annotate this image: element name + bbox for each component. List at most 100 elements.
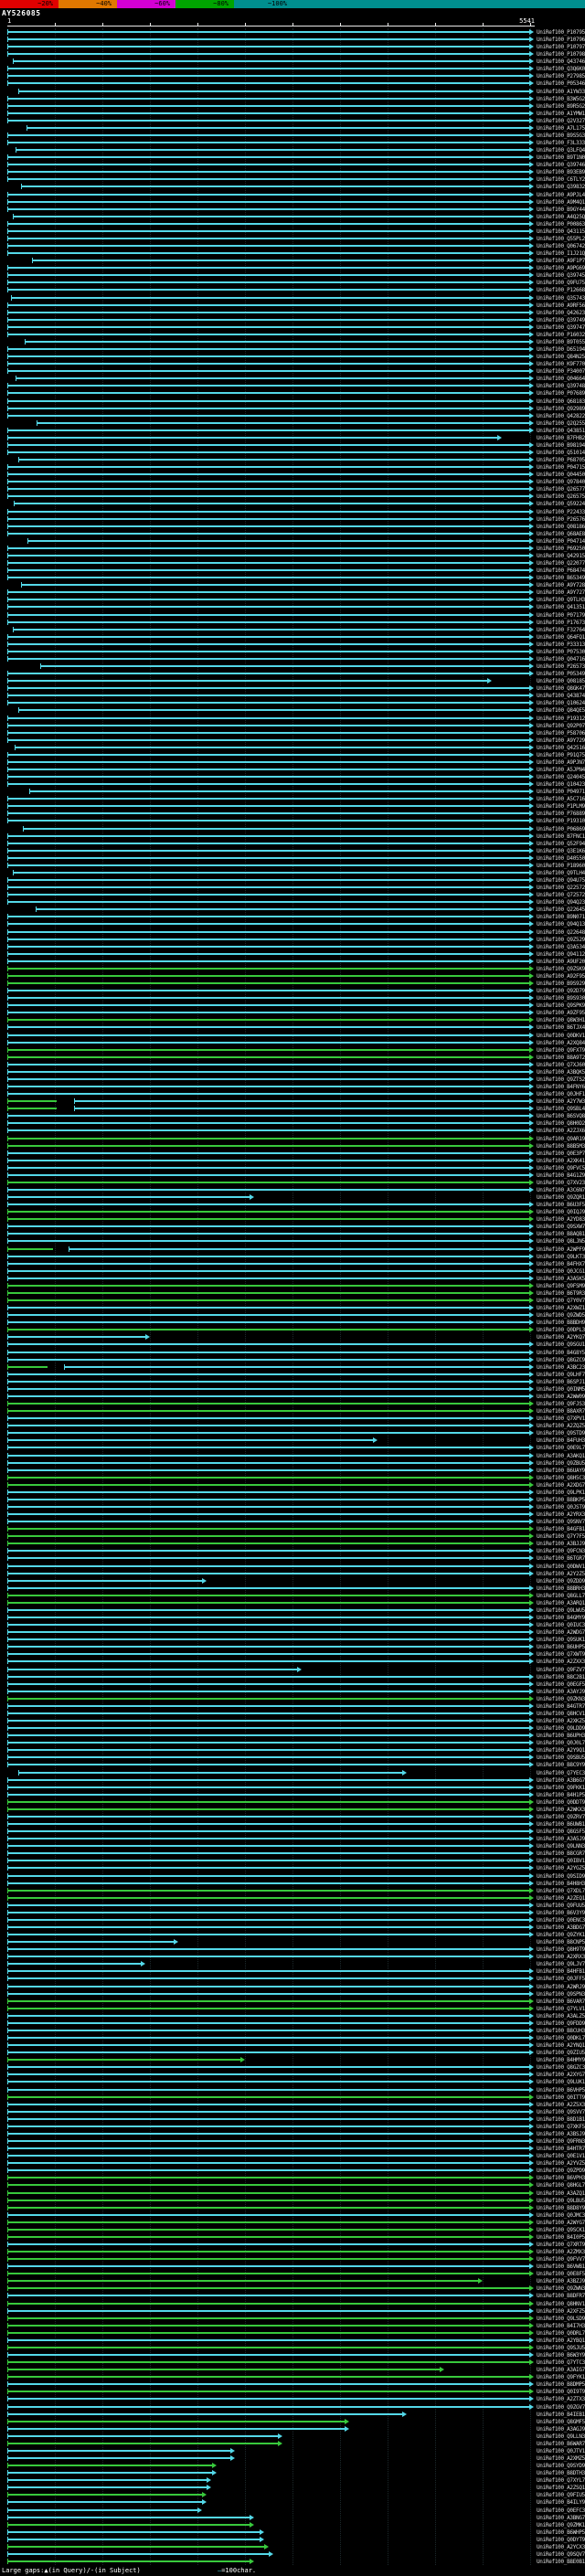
alignment-row[interactable]: UniRef100_A2XYG7	[0, 2071, 585, 2078]
hit-bar-segment[interactable]	[7, 1365, 48, 1368]
hit-label[interactable]: UniRef100_Q8H0D2	[537, 1120, 585, 1128]
hit-bar-segment[interactable]	[7, 952, 529, 955]
hit-label[interactable]: UniRef100_Q92P07	[537, 722, 585, 729]
hit-label[interactable]: UniRef100_P58706	[537, 729, 585, 737]
alignment-row[interactable]: UniRef100_Q39746	[0, 161, 585, 168]
hit-label[interactable]: UniRef100_A1YW33	[537, 88, 585, 95]
alignment-row[interactable]: UniRef100_A3ARQ1	[0, 1599, 585, 1606]
alignment-row[interactable]: UniRef100_A2ZJX6	[0, 1127, 585, 1134]
hit-label[interactable]: UniRef100_Q51014	[537, 449, 585, 456]
hit-label[interactable]: UniRef100_Q8W3H1	[537, 1017, 585, 1024]
hit-label[interactable]: UniRef100_Q7YTC3	[537, 2359, 585, 2367]
hit-label[interactable]: UniRef100_Q08186	[537, 523, 585, 530]
hit-bar-segment[interactable]	[7, 2501, 203, 2504]
hit-label[interactable]: UniRef100_A3A5J9	[537, 1836, 585, 1843]
hit-label[interactable]: UniRef100_A3ALZ5	[537, 2012, 585, 2019]
alignment-row[interactable]: UniRef100_B8D8Y9	[0, 2204, 585, 2211]
hit-bar-segment[interactable]	[7, 1218, 529, 1221]
hit-bar-segment[interactable]	[7, 1115, 529, 1118]
hit-label[interactable]: UniRef100_A2YRX3	[537, 1511, 585, 1519]
hit-bar-segment[interactable]	[18, 709, 529, 712]
hit-bar-segment[interactable]	[7, 2449, 231, 2452]
hit-label[interactable]: UniRef100_B7FHB2	[537, 434, 585, 441]
hit-label[interactable]: UniRef100_Q43874	[537, 693, 585, 700]
alignment-row[interactable]: UniRef100_B8D1B1	[0, 2115, 585, 2123]
alignment-row[interactable]: UniRef100_Q9LHF7	[0, 1371, 585, 1378]
hit-bar-segment[interactable]	[7, 363, 529, 366]
hit-label[interactable]: UniRef100_A2XMZ5	[537, 2455, 585, 2463]
hit-label[interactable]: UniRef100_A9Y727	[537, 589, 585, 597]
alignment-row[interactable]: UniRef100_Q0DDT9	[0, 1798, 585, 1806]
hit-bar-segment[interactable]	[7, 923, 529, 926]
hit-bar-segment[interactable]	[7, 1262, 529, 1265]
alignment-row[interactable]: UniRef100_B8B5M3	[0, 1142, 585, 1150]
alignment-row[interactable]: UniRef100_A2XQ84	[0, 1039, 585, 1046]
hit-label[interactable]: UniRef100_A9Y729	[537, 737, 585, 744]
alignment-row[interactable]: UniRef100_Q9FU75	[0, 279, 585, 286]
hit-bar-segment[interactable]	[7, 753, 529, 756]
hit-label[interactable]: UniRef100_B9T055	[537, 338, 585, 345]
alignment-row[interactable]: UniRef100_Q52F94	[0, 840, 585, 847]
alignment-row[interactable]: UniRef100_A9PJL4	[0, 191, 585, 198]
hit-bar-segment[interactable]	[7, 1291, 529, 1294]
hit-label[interactable]: UniRef100_A9RF56	[537, 302, 585, 309]
hit-bar-segment[interactable]	[7, 1012, 529, 1014]
hit-bar-segment[interactable]	[7, 1867, 529, 1870]
alignment-row[interactable]: UniRef100_A2WW09	[0, 1393, 585, 1400]
hit-label[interactable]: UniRef100_P05349	[537, 671, 585, 678]
hit-bar-segment[interactable]	[7, 1255, 529, 1257]
alignment-row[interactable]: UniRef100_Q92D79	[0, 987, 585, 994]
hit-label[interactable]: UniRef100_P12668	[537, 287, 585, 294]
alignment-row[interactable]: UniRef100_Q9FKK1	[0, 1784, 585, 1791]
hit-bar-segment[interactable]	[7, 886, 529, 889]
hit-bar-segment[interactable]	[7, 1055, 529, 1058]
alignment-row[interactable]: UniRef100_Q9ZRV7	[0, 1813, 585, 1820]
hit-label[interactable]: UniRef100_A9PG69	[537, 265, 585, 272]
alignment-row[interactable]: UniRef100_A1YMW1	[0, 110, 585, 117]
alignment-row[interactable]: UniRef100_Q9ZGV7	[0, 2403, 585, 2411]
hit-label[interactable]: UniRef100_P07530	[537, 648, 585, 655]
hit-label[interactable]: UniRef100_B3W5G2	[537, 95, 585, 102]
hit-bar-segment[interactable]	[7, 245, 529, 248]
hit-label[interactable]: UniRef100_Q2Q255	[537, 419, 585, 427]
hit-label[interactable]: UniRef100_A2YGZ5	[537, 1865, 585, 1872]
alignment-row[interactable]: UniRef100_C6TLY2	[0, 175, 585, 183]
hit-label[interactable]: UniRef100_Q9SPK9	[537, 1002, 585, 1010]
hit-label[interactable]: UniRef100_A9Y728	[537, 582, 585, 589]
alignment-row[interactable]: UniRef100_Q39749	[0, 316, 585, 323]
hit-bar-segment[interactable]	[7, 1196, 250, 1199]
hit-bar-segment[interactable]	[7, 119, 529, 122]
alignment-row[interactable]: UniRef100_B8C2B1	[0, 1673, 585, 1680]
hit-label[interactable]: UniRef100_Q8HGL7	[537, 2182, 585, 2189]
alignment-row[interactable]: UniRef100_P10798	[0, 50, 585, 58]
hit-bar-segment[interactable]	[7, 620, 529, 623]
hit-bar-segment[interactable]	[7, 495, 529, 498]
alignment-row[interactable]: UniRef100_B7FNC1	[0, 832, 585, 840]
hit-label[interactable]: UniRef100_Q0JFF5	[537, 1976, 585, 1983]
hit-bar-segment[interactable]	[7, 1712, 529, 1714]
hit-bar-segment[interactable]	[7, 1830, 529, 1833]
hit-bar-segment[interactable]	[69, 1247, 529, 1250]
hit-bar-segment[interactable]	[73, 1100, 529, 1103]
hit-label[interactable]: UniRef100_P04971	[537, 789, 585, 796]
alignment-row[interactable]: UniRef100_Q9ZBU5	[0, 1459, 585, 1467]
alignment-row[interactable]: UniRef100_A3BQK5	[0, 1068, 585, 1076]
hit-label[interactable]: UniRef100_Q0EGF5	[537, 1680, 585, 1688]
hit-bar-segment[interactable]	[7, 2221, 529, 2223]
hit-label[interactable]: UniRef100_B4H1P5	[537, 1791, 585, 1798]
hit-label[interactable]: UniRef100_Q7XRT9	[537, 2242, 585, 2248]
hit-label[interactable]: UniRef100_P27985	[537, 73, 585, 80]
hit-label[interactable]: UniRef100_Q52F94	[537, 840, 585, 847]
alignment-row[interactable]: UniRef100_B9N071	[0, 913, 585, 920]
alignment-row[interactable]: UniRef100_B8A9T2	[0, 1054, 585, 1061]
hit-label[interactable]: UniRef100_Q7XDL7	[537, 1887, 585, 1894]
hit-bar-segment[interactable]	[7, 2206, 529, 2209]
hit-bar-segment[interactable]	[37, 421, 529, 424]
alignment-row[interactable]: UniRef100_Q8H9T9	[0, 1945, 585, 1953]
alignment-row[interactable]: UniRef100_Q9SJU5	[0, 2344, 585, 2351]
hit-label[interactable]: UniRef100_P06869	[537, 825, 585, 832]
alignment-row[interactable]: UniRef100_Q9ZSK9	[0, 965, 585, 972]
hit-label[interactable]: UniRef100_A2XQ84	[537, 1039, 585, 1046]
alignment-row[interactable]: UniRef100_Q97840	[0, 478, 585, 485]
alignment-row[interactable]: UniRef100_Q7XWT9	[0, 1650, 585, 1658]
